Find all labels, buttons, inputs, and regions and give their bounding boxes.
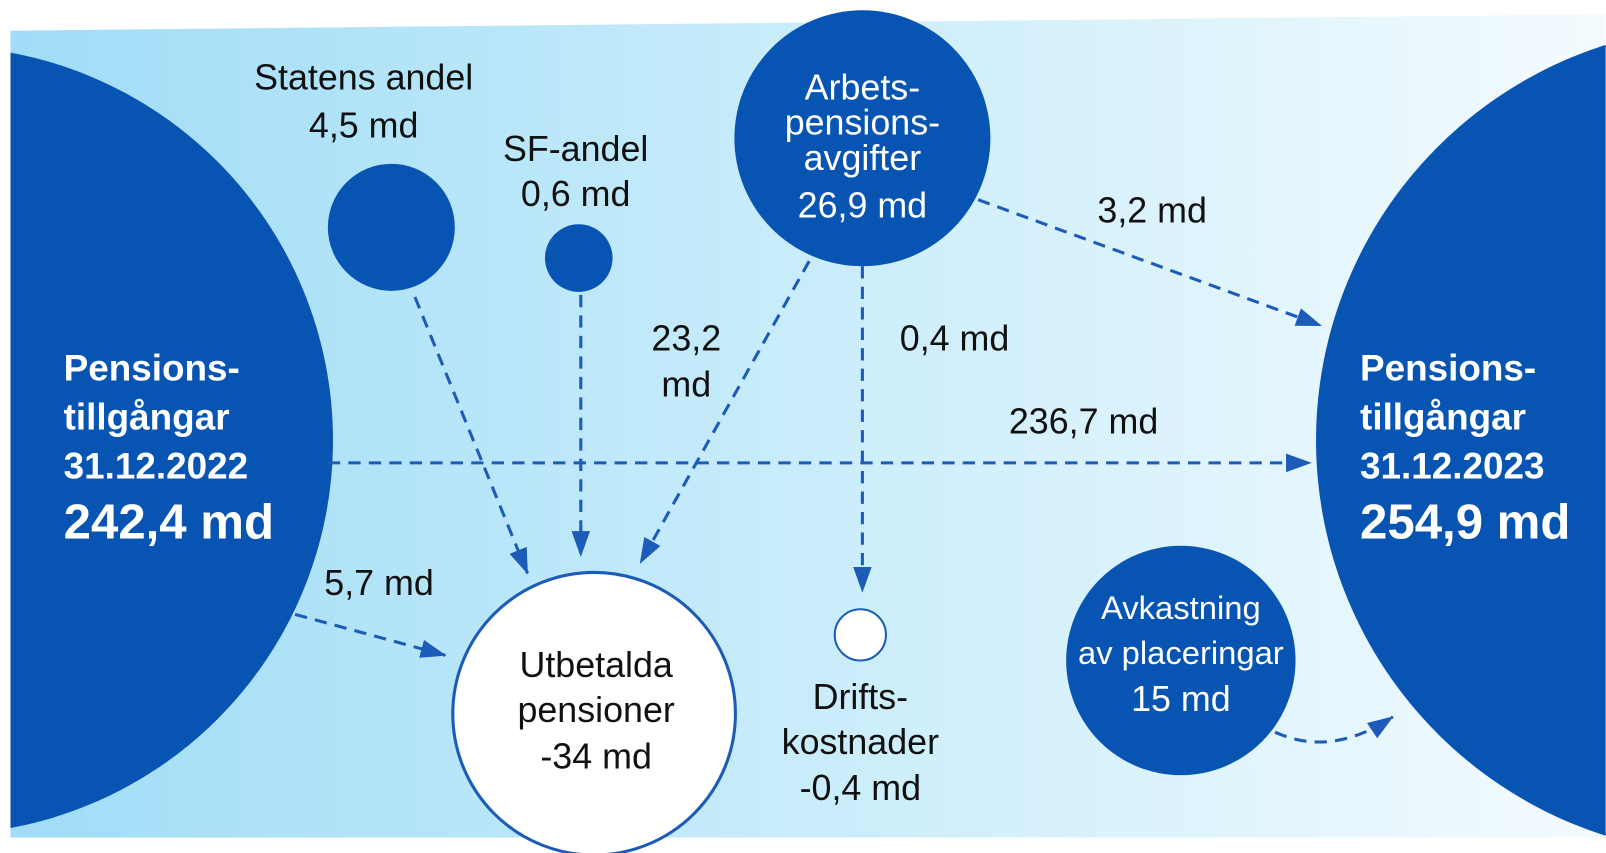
node-label: kostnader — [782, 722, 939, 762]
node-label: SF-andel — [503, 129, 648, 169]
arrow — [294, 612, 447, 658]
edge-label: 5,7 md — [324, 563, 434, 603]
node-label: av placeringar — [1078, 634, 1284, 671]
node-label: 15 md — [1131, 679, 1231, 719]
node-label: avgifter — [804, 138, 922, 178]
node-label: pensions- — [785, 102, 940, 142]
contributions-circle — [734, 10, 991, 267]
end-assets-circle — [1316, 25, 1606, 838]
arrow — [638, 260, 811, 565]
node-label: Pensions- — [1360, 347, 1536, 388]
node-label: -0,4 md — [800, 768, 921, 808]
returns-circle — [1066, 545, 1296, 776]
node-label: 4,5 md — [309, 105, 419, 145]
sf-share-circle — [544, 224, 613, 292]
node-label: Avkastning — [1101, 589, 1261, 626]
node-label: Pensions- — [64, 347, 240, 388]
node-label: tillgångar — [1360, 397, 1526, 438]
start-assets-circle — [10, 46, 333, 835]
edge-label: 3,2 md — [1097, 190, 1207, 230]
node-label: 31.12.2022 — [64, 446, 248, 487]
node-label: Statens andel — [254, 57, 473, 97]
arrow — [413, 296, 529, 575]
node-label: pensioner — [517, 690, 674, 730]
edge-label: 0,4 md — [900, 318, 1010, 358]
edge-label: md — [661, 365, 711, 405]
node-label: tillgångar — [64, 397, 230, 438]
edge-label: 23,2 — [651, 318, 721, 358]
node-label: Drifts- — [813, 677, 909, 717]
node-value: 242,4 md — [64, 495, 274, 549]
pensions-paid-circle — [451, 570, 737, 853]
node-label: 0,6 md — [521, 174, 631, 214]
costs-circle — [833, 608, 887, 662]
node-label: -34 md — [540, 736, 652, 776]
node-label: Arbets- — [805, 68, 920, 108]
node-value: 254,9 md — [1360, 495, 1570, 549]
state-share-circle — [327, 163, 455, 291]
node-label: 31.12.2023 — [1360, 446, 1544, 487]
node-label: 26,9 md — [798, 185, 927, 225]
edge-label: 236,7 md — [1009, 401, 1158, 441]
arrow — [1274, 715, 1394, 744]
node-label: Utbetalda — [519, 645, 672, 685]
